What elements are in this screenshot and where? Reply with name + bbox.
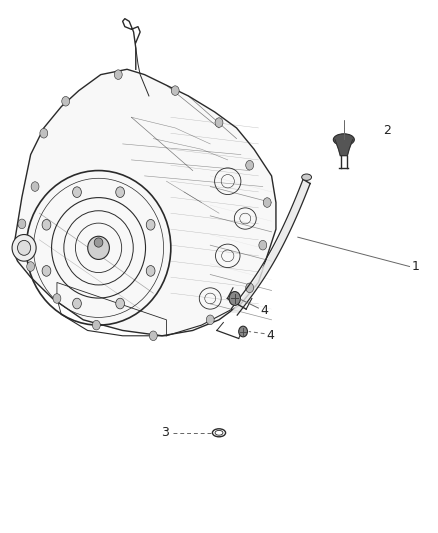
Circle shape bbox=[171, 86, 179, 95]
Circle shape bbox=[246, 160, 254, 170]
Circle shape bbox=[246, 283, 254, 293]
Circle shape bbox=[27, 262, 35, 271]
Ellipse shape bbox=[12, 235, 36, 261]
Circle shape bbox=[116, 187, 124, 198]
Circle shape bbox=[146, 265, 155, 276]
Circle shape bbox=[114, 70, 122, 79]
Circle shape bbox=[73, 187, 81, 198]
Ellipse shape bbox=[94, 238, 103, 247]
Text: 3: 3 bbox=[161, 426, 169, 439]
Text: 1: 1 bbox=[412, 260, 420, 273]
Circle shape bbox=[40, 128, 48, 138]
Ellipse shape bbox=[18, 240, 31, 255]
Polygon shape bbox=[13, 69, 276, 336]
Text: 2: 2 bbox=[383, 124, 391, 137]
Circle shape bbox=[229, 292, 240, 305]
Circle shape bbox=[215, 118, 223, 127]
Circle shape bbox=[62, 96, 70, 106]
Ellipse shape bbox=[333, 134, 354, 146]
Circle shape bbox=[31, 182, 39, 191]
Circle shape bbox=[42, 265, 51, 276]
Circle shape bbox=[92, 320, 100, 330]
Circle shape bbox=[146, 220, 155, 230]
Circle shape bbox=[53, 294, 61, 303]
Circle shape bbox=[116, 298, 124, 309]
Circle shape bbox=[73, 298, 81, 309]
Circle shape bbox=[263, 198, 271, 207]
Circle shape bbox=[206, 315, 214, 325]
Circle shape bbox=[259, 240, 267, 250]
Text: 4: 4 bbox=[266, 329, 274, 342]
Circle shape bbox=[149, 331, 157, 341]
Ellipse shape bbox=[88, 236, 110, 260]
Polygon shape bbox=[335, 140, 353, 156]
Circle shape bbox=[18, 219, 26, 229]
Circle shape bbox=[42, 220, 51, 230]
Circle shape bbox=[239, 326, 247, 337]
Text: 4: 4 bbox=[261, 304, 268, 317]
Ellipse shape bbox=[302, 174, 311, 180]
